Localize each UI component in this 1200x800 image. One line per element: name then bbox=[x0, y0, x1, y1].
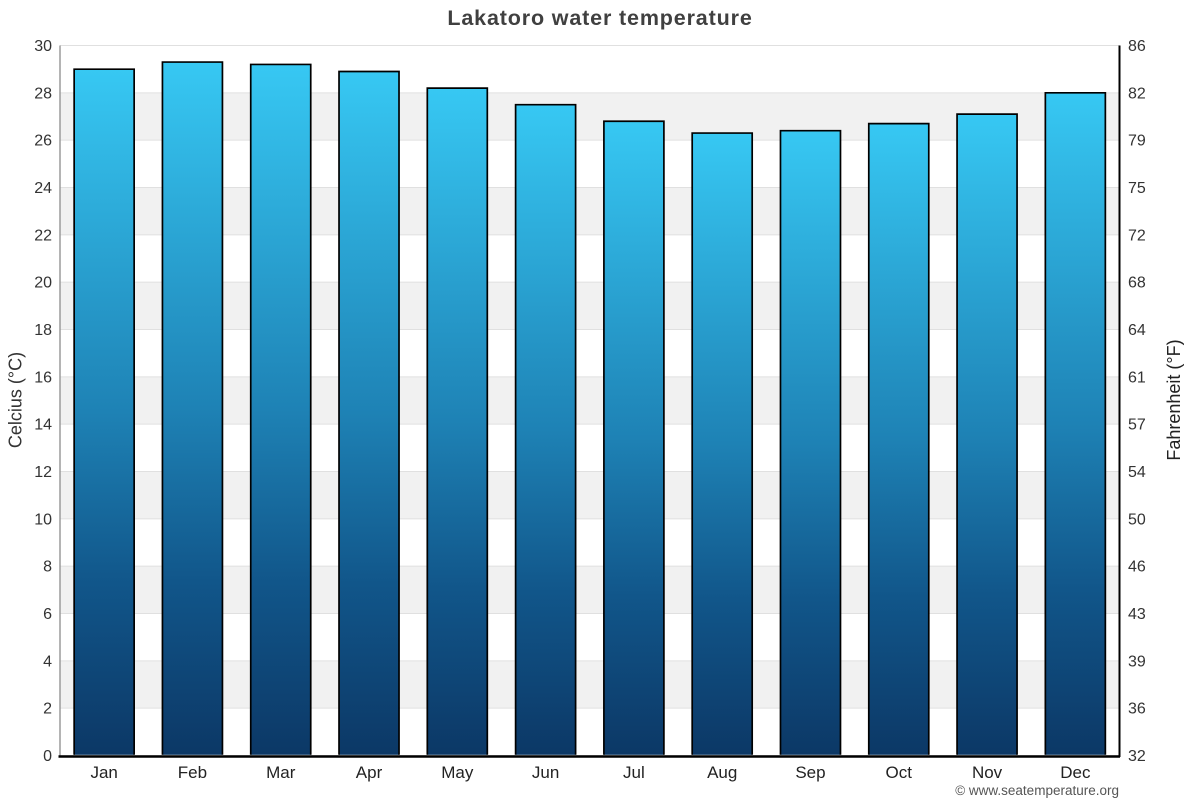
svg-text:Jan: Jan bbox=[90, 763, 117, 782]
svg-text:16: 16 bbox=[34, 369, 52, 386]
svg-text:64: 64 bbox=[1128, 322, 1146, 339]
svg-text:Aug: Aug bbox=[707, 763, 737, 782]
svg-text:26: 26 bbox=[34, 133, 52, 150]
svg-text:22: 22 bbox=[34, 227, 52, 244]
svg-text:18: 18 bbox=[34, 322, 52, 339]
svg-text:57: 57 bbox=[1128, 417, 1146, 434]
svg-text:43: 43 bbox=[1128, 606, 1146, 623]
svg-text:61: 61 bbox=[1128, 369, 1146, 386]
svg-text:75: 75 bbox=[1128, 180, 1146, 197]
svg-text:8: 8 bbox=[43, 559, 52, 576]
svg-text:24: 24 bbox=[34, 180, 52, 197]
svg-text:Feb: Feb bbox=[178, 763, 207, 782]
svg-text:4: 4 bbox=[43, 653, 52, 670]
svg-text:2: 2 bbox=[43, 701, 52, 718]
svg-text:Dec: Dec bbox=[1060, 763, 1091, 782]
svg-text:May: May bbox=[441, 763, 474, 782]
svg-text:Nov: Nov bbox=[972, 763, 1003, 782]
svg-text:Apr: Apr bbox=[356, 763, 383, 782]
svg-text:28: 28 bbox=[34, 85, 52, 102]
svg-text:72: 72 bbox=[1128, 227, 1146, 244]
svg-text:54: 54 bbox=[1128, 464, 1146, 481]
svg-text:Jun: Jun bbox=[532, 763, 559, 782]
svg-text:Mar: Mar bbox=[266, 763, 296, 782]
svg-text:Celcius (°C): Celcius (°C) bbox=[6, 352, 26, 448]
svg-text:79: 79 bbox=[1128, 133, 1146, 150]
svg-text:© www.seatemperature.org: © www.seatemperature.org bbox=[955, 783, 1119, 798]
svg-text:39: 39 bbox=[1128, 653, 1146, 670]
svg-text:30: 30 bbox=[34, 38, 52, 55]
svg-text:12: 12 bbox=[34, 464, 52, 481]
svg-text:0: 0 bbox=[43, 748, 52, 765]
svg-text:Oct: Oct bbox=[886, 763, 913, 782]
svg-text:Lakatoro water temperature: Lakatoro water temperature bbox=[447, 6, 752, 30]
svg-text:36: 36 bbox=[1128, 701, 1146, 718]
svg-text:Sep: Sep bbox=[795, 763, 825, 782]
svg-text:82: 82 bbox=[1128, 85, 1146, 102]
svg-text:46: 46 bbox=[1128, 559, 1146, 576]
svg-text:50: 50 bbox=[1128, 511, 1146, 528]
svg-text:32: 32 bbox=[1128, 748, 1146, 765]
svg-text:Jul: Jul bbox=[623, 763, 645, 782]
svg-text:86: 86 bbox=[1128, 38, 1146, 55]
svg-text:20: 20 bbox=[34, 275, 52, 292]
svg-text:Fahrenheit (°F): Fahrenheit (°F) bbox=[1164, 339, 1184, 460]
svg-text:10: 10 bbox=[34, 511, 52, 528]
svg-text:14: 14 bbox=[34, 417, 52, 434]
svg-text:6: 6 bbox=[43, 606, 52, 623]
svg-text:68: 68 bbox=[1128, 275, 1146, 292]
